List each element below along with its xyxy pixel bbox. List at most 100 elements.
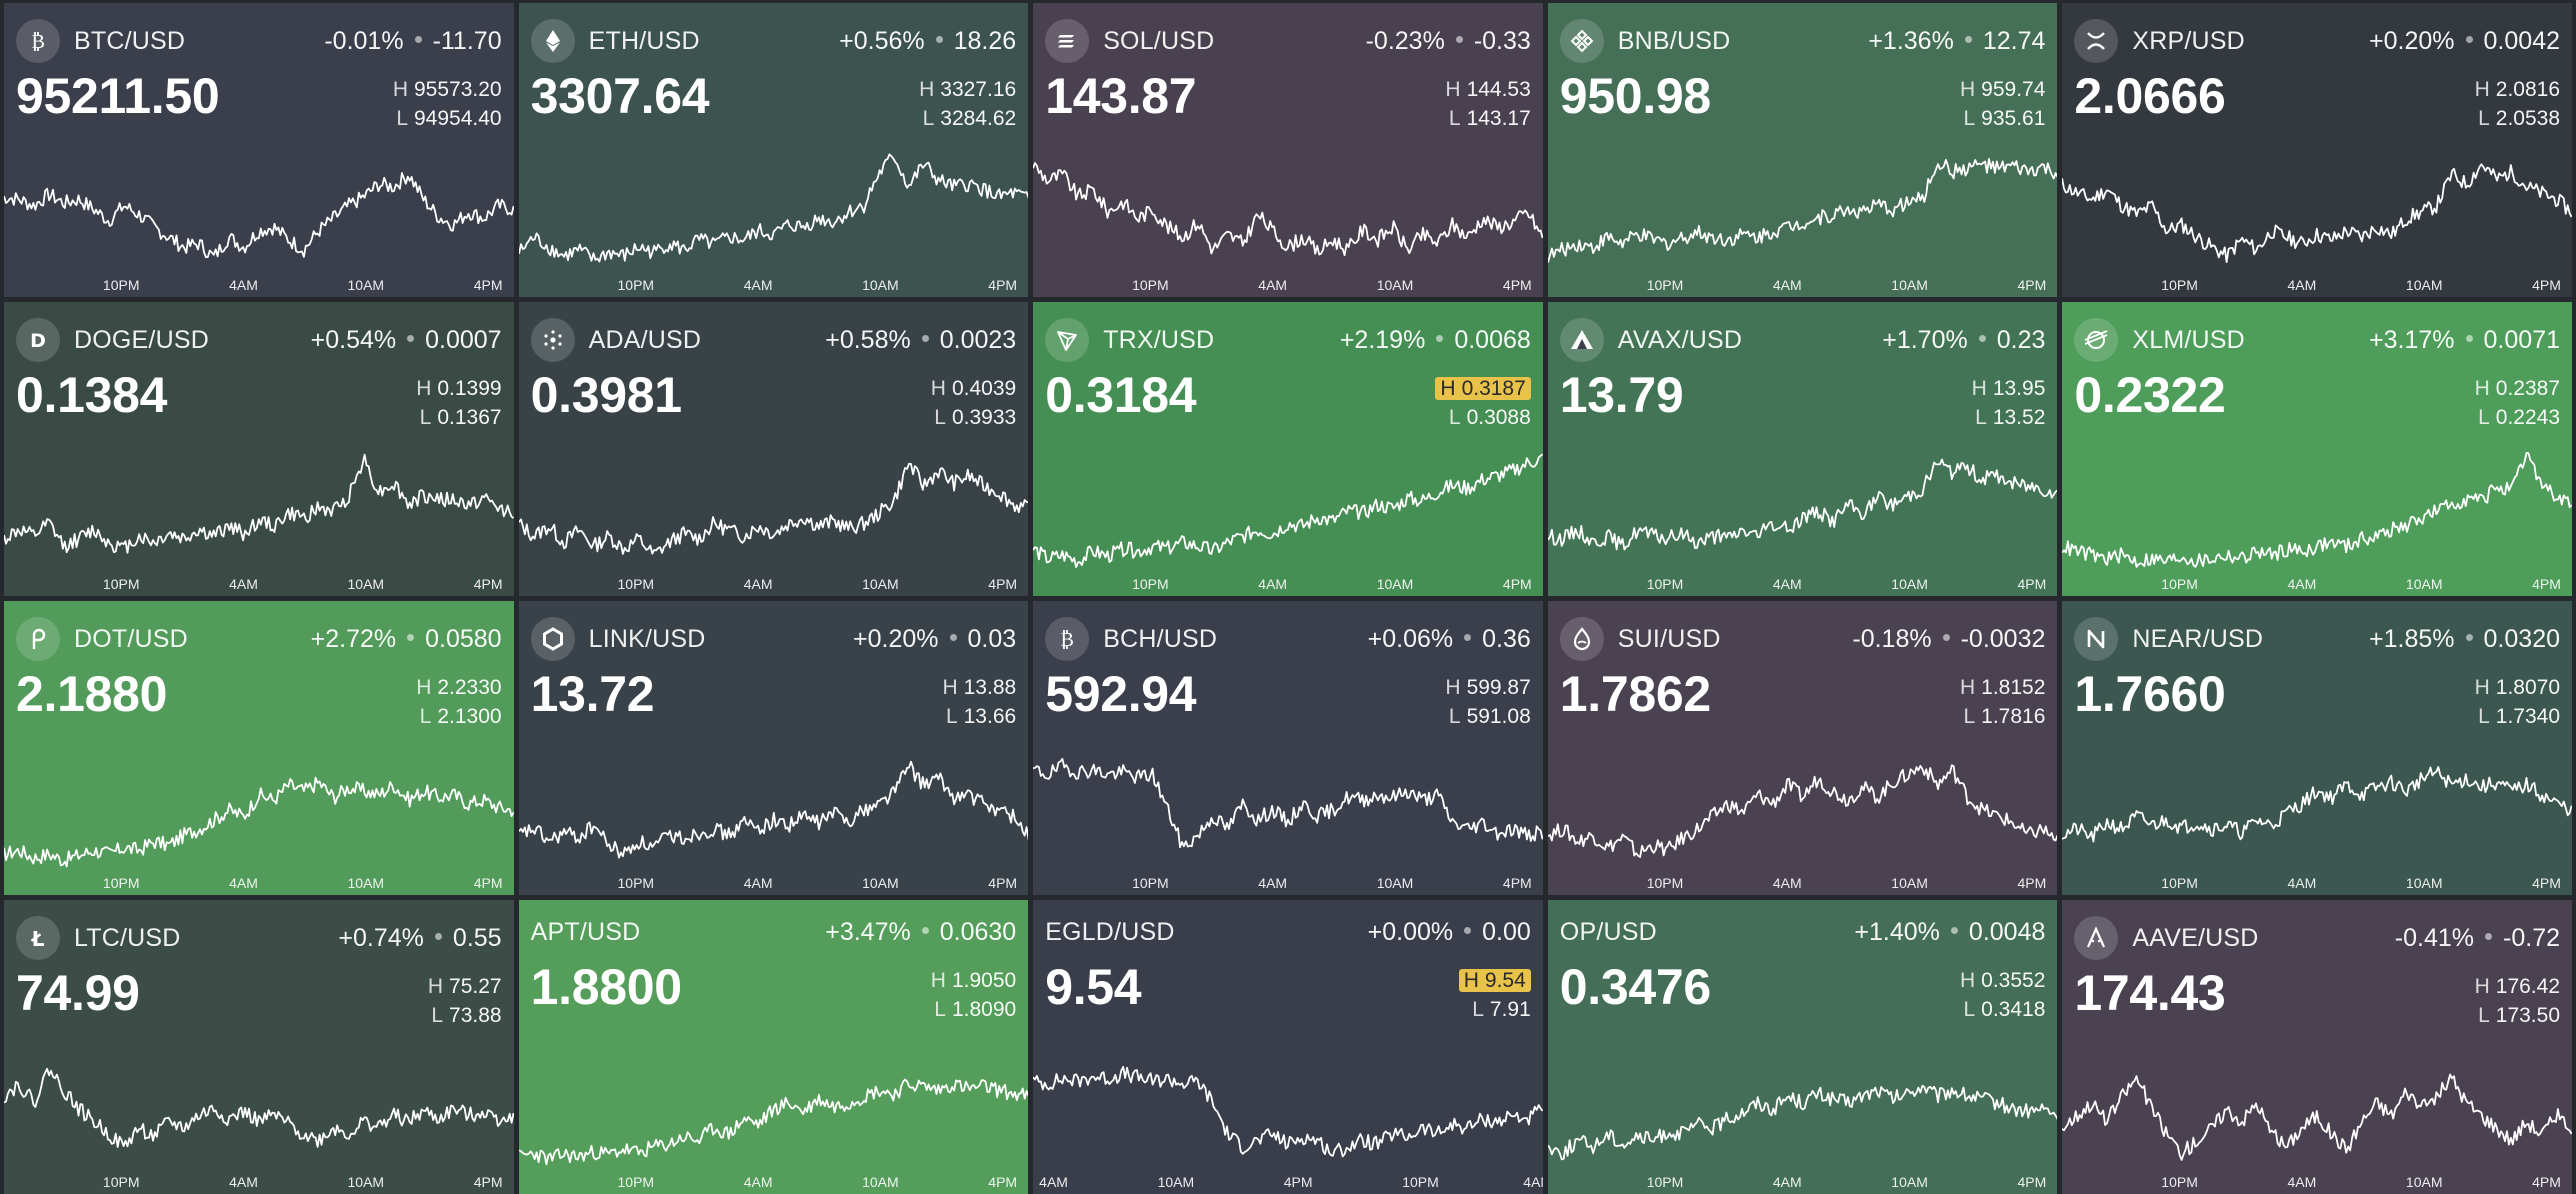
time-tick-label: 4AM <box>743 875 773 891</box>
cardano-icon <box>530 318 575 362</box>
absolute-change: 0.0007 <box>425 325 502 354</box>
high-number: 1.9050 <box>951 969 1017 992</box>
percent-change: +0.00% <box>1367 917 1454 946</box>
high-number: 0.3552 <box>1981 969 2046 992</box>
time-tick-label: 4AM <box>1258 277 1288 293</box>
absolute-change: 18.26 <box>953 26 1017 55</box>
time-axis: 10PM 4AM 10AM 4PM <box>1033 871 1543 891</box>
absolute-change: -11.70 <box>432 26 502 55</box>
low-number: 13.52 <box>1992 406 2046 429</box>
percent-change: +3.47% <box>825 917 911 946</box>
last-price: 0.3981 <box>530 367 682 423</box>
ticker-tile-ada-usd[interactable]: ADA/USD +0.58% 0.0023 0.3981 H 0.4039 L 0.3… <box>518 302 1029 596</box>
time-tick-label: 10AM <box>1891 277 1928 293</box>
time-tick-label: 10AM <box>2405 1174 2443 1190</box>
separator-dot <box>1964 36 1972 44</box>
high-low-box: H 144.53 L 143.17 <box>1445 75 1530 133</box>
ticker-tile-bnb-usd[interactable]: BNB/USD +1.36% 12.74 950.98 H 959.74 L 935.… <box>1547 3 2058 297</box>
price-sparkline <box>1547 764 2058 858</box>
ticker-header: OP/USD +1.40% 0.0048 <box>1560 910 2046 954</box>
separator-dot <box>407 335 415 343</box>
ticker-tile-sol-usd[interactable]: SOL/USD -0.23% -0.33 143.87 H 144.53 L 143.… <box>1033 3 1543 297</box>
ticker-tile-op-usd[interactable]: OP/USD +1.40% 0.0048 0.3476 H 0.3552 L 0.34… <box>1547 900 2058 1194</box>
time-tick-label: 10AM <box>1376 875 1414 891</box>
ticker-tile-dot-usd[interactable]: DOT/USD +2.72% 0.0580 2.1880 H 2.2330 L 2.1… <box>4 601 514 895</box>
time-axis: 10PM 4AM 10AM 4PM <box>1033 572 1543 592</box>
ticker-tile-bch-usd[interactable]: ₿ BCH/USD +0.06% 0.36 592.94 H 599.87 L 591… <box>1033 601 1543 895</box>
ticker-tile-xlm-usd[interactable]: XLM/USD +3.17% 0.0071 0.2322 H 0.2387 L 0.2… <box>2062 302 2572 596</box>
absolute-change: 0.00 <box>1482 917 1531 946</box>
ticker-tile-link-usd[interactable]: LINK/USD +0.20% 0.03 13.72 H 13.88 L 13.66 … <box>518 601 1029 895</box>
absolute-change: 0.0580 <box>425 624 502 653</box>
high-value: H 13.95 <box>1971 377 2046 400</box>
low-value: L 13.52 <box>1975 406 2046 429</box>
low-number: 0.3933 <box>951 406 1017 429</box>
time-axis: 10PM 4AM 10AM 4PM <box>1548 572 2058 592</box>
high-low-box: H 1.9050 L 1.8090 <box>931 966 1016 1024</box>
time-tick-label: 10PM <box>617 277 655 293</box>
time-tick-label: 10AM <box>2405 277 2443 293</box>
low-number: 13.66 <box>963 705 1017 728</box>
ticker-tile-trx-usd[interactable]: TRX/USD +2.19% 0.0068 0.3184 H 0.3187 L 0.3… <box>1033 302 1543 596</box>
ticker-header: SUI/USD -0.18% -0.0032 <box>1559 617 2045 661</box>
absolute-change: 0.0068 <box>1454 325 1531 354</box>
price-sparkline <box>1547 458 2058 551</box>
pair-name: ADA/USD <box>588 325 702 354</box>
high-value: H 95573.20 <box>392 78 502 101</box>
ticker-tile-xrp-usd[interactable]: XRP/USD +0.20% 0.0042 2.0666 H 2.0816 L 2.0… <box>2062 3 2572 297</box>
separator-dot <box>1942 634 1950 642</box>
change-values: +0.56% 18.26 <box>839 27 1016 56</box>
low-number: 2.1300 <box>437 705 502 728</box>
time-tick-label: 4PM <box>988 277 1018 293</box>
dogecoin-icon: D <box>16 318 60 362</box>
last-price: 2.1880 <box>16 666 168 722</box>
last-price: 3307.64 <box>530 68 710 124</box>
ticker-tile-btc-usd[interactable]: ₿ BTC/USD -0.01% -11.70 95211.50 H 95573.2… <box>4 3 514 297</box>
percent-change: -0.01% <box>324 26 404 55</box>
low-number: 1.7340 <box>2495 705 2560 728</box>
ticker-tile-eth-usd[interactable]: ETH/USD +0.56% 18.26 3307.64 H 3327.16 L 32… <box>518 3 1029 297</box>
pair-name: SUI/USD <box>1617 624 1721 653</box>
change-values: +1.70% 0.23 <box>1882 326 2045 355</box>
ticker-tile-egld-usd[interactable]: EGLD/USD +0.00% 0.00 9.54 H 9.54 L 7.91 4AM… <box>1033 900 1543 1194</box>
absolute-change: -0.33 <box>1473 26 1531 55</box>
pair-name: EGLD/USD <box>1045 917 1175 946</box>
pair-name: DOT/USD <box>74 624 188 653</box>
time-tick-label: 4PM <box>2532 576 2561 592</box>
time-axis: 10PM 4AM 10AM 4PM <box>4 273 514 293</box>
near-icon <box>2074 617 2119 661</box>
absolute-change: 0.03 <box>967 624 1017 653</box>
change-values: +1.36% 12.74 <box>1868 27 2045 56</box>
price-sparkline <box>2062 1073 2572 1161</box>
ticker-tile-sui-usd[interactable]: SUI/USD -0.18% -0.0032 1.7862 H 1.8152 L 1.… <box>1547 601 2058 895</box>
time-tick-label: 10PM <box>617 1174 655 1190</box>
percent-change: +3.17% <box>2369 325 2455 354</box>
ticker-tile-apt-usd[interactable]: APT/USD +3.47% 0.0630 1.8800 H 1.9050 L 1.8… <box>518 900 1029 1194</box>
percent-change: +0.58% <box>825 325 911 354</box>
change-values: +0.58% 0.0023 <box>825 326 1016 355</box>
ticker-tile-near-usd[interactable]: NEAR/USD +1.85% 0.0320 1.7660 H 1.8070 L 1.… <box>2062 601 2572 895</box>
low-number: 935.61 <box>1981 107 2046 130</box>
time-axis: 10PM 4AM 10AM 4PM <box>2062 871 2572 891</box>
change-values: +0.20% 0.0042 <box>2369 27 2560 56</box>
low-number: 7.91 <box>1489 998 1531 1021</box>
low-number: 143.17 <box>1466 107 1531 130</box>
time-tick-label: 4AM <box>1039 1174 1068 1190</box>
ticker-tile-ltc-usd[interactable]: Ł LTC/USD +0.74% 0.55 74.99 H 75.27 L 73.88… <box>4 900 514 1194</box>
low-value: L 143.17 <box>1448 107 1531 130</box>
high-value: H 176.42 <box>2474 975 2560 998</box>
ticker-header: EGLD/USD +0.00% 0.00 <box>1045 910 1531 954</box>
price-line <box>4 776 514 868</box>
high-value: H 2.2330 <box>416 676 502 699</box>
high-number: 2.0816 <box>2495 78 2560 101</box>
change-values: -0.01% -11.70 <box>324 27 501 56</box>
ticker-tile-avax-usd[interactable]: AVAX/USD +1.70% 0.23 13.79 H 13.95 L 13.52 … <box>1547 302 2058 596</box>
ticker-header: APT/USD +3.47% 0.0630 <box>531 910 1017 954</box>
pair-name: BCH/USD <box>1103 624 1218 653</box>
low-value: L 1.8090 <box>934 998 1017 1021</box>
ticker-tile-doge-usd[interactable]: D DOGE/USD +0.54% 0.0007 0.1384 H 0.1399 L… <box>4 302 514 596</box>
time-tick-label: 4AM <box>1772 875 1802 891</box>
high-number: 2.2330 <box>437 676 502 699</box>
ticker-tile-aave-usd[interactable]: AAVE/USD -0.41% -0.72 174.43 H 176.42 L 173… <box>2062 900 2572 1194</box>
high-value: H 0.3187 <box>1435 377 1531 400</box>
